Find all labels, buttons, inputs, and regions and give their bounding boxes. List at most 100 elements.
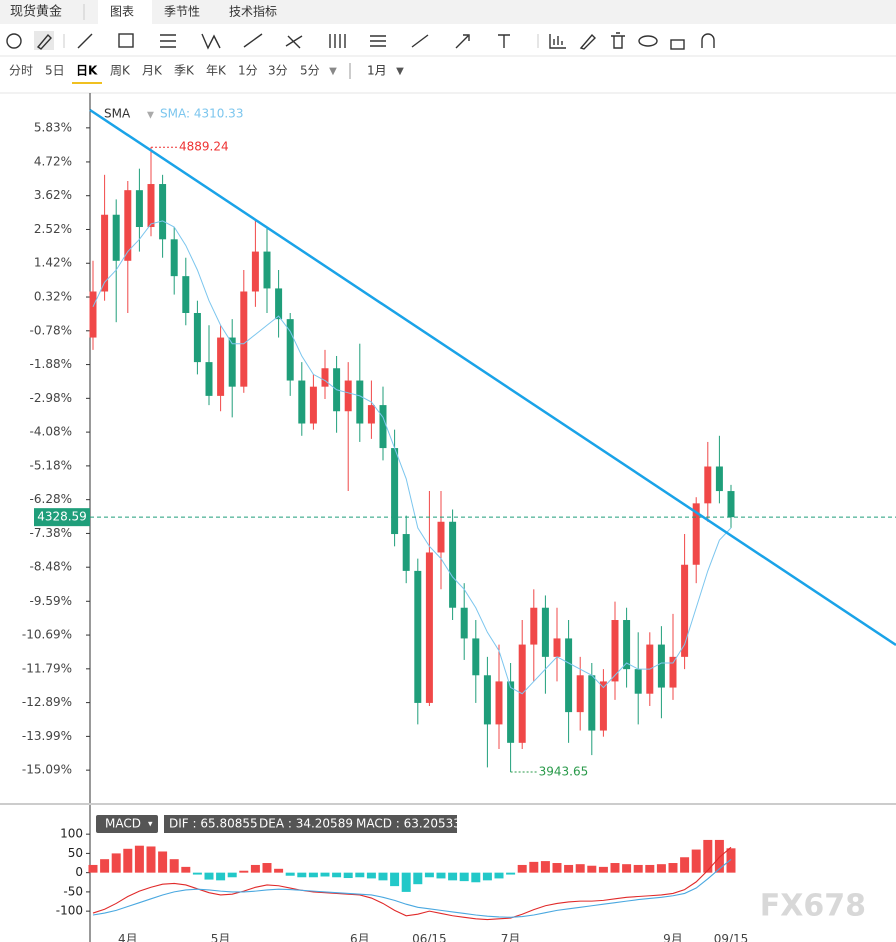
macd-tick-label: -50	[63, 884, 83, 898]
candle-body	[205, 362, 213, 396]
macd-bar	[622, 864, 632, 873]
macd-bar	[482, 872, 492, 881]
tool-icon[interactable]	[160, 34, 176, 48]
candle-body	[286, 319, 294, 381]
tab[interactable]: 图表	[110, 5, 134, 19]
macd-bar	[564, 864, 574, 873]
macd-bar	[216, 872, 226, 881]
period[interactable]: 分时	[9, 64, 33, 78]
candle-body	[634, 669, 642, 694]
y-tick-label: 2.52%	[34, 222, 72, 236]
macd-bar	[297, 872, 307, 878]
period[interactable]: 5分	[300, 64, 320, 78]
tool-icon[interactable]	[701, 33, 715, 48]
dropdown-arrow[interactable]: ▼	[147, 111, 154, 121]
macd-bar	[552, 863, 562, 873]
dropdown-arrow[interactable]: ▼	[396, 66, 404, 77]
y-tick-label: -2.98%	[30, 391, 72, 405]
tool-icon[interactable]	[201, 33, 221, 50]
tool-icon[interactable]	[638, 35, 658, 47]
candle-body	[124, 190, 132, 261]
period[interactable]: 5日	[45, 64, 65, 78]
period[interactable]: 季K	[174, 64, 195, 78]
macd-bar	[204, 872, 214, 880]
last-price-label: 4328.59	[37, 510, 87, 524]
dif-line	[92, 846, 732, 921]
dea-label: DEA : 34.20589	[259, 817, 353, 831]
macd-tick-label: -100	[56, 904, 83, 918]
candle-body	[681, 564, 689, 657]
candle-body	[623, 620, 631, 670]
tool-icon[interactable]	[455, 34, 470, 49]
macd-bar	[645, 864, 655, 873]
candle-body	[309, 386, 317, 424]
period[interactable]: 年K	[206, 64, 227, 78]
tool-icon[interactable]	[329, 34, 346, 48]
candle-body	[112, 214, 120, 261]
candle-body	[275, 288, 283, 320]
macd-bar	[633, 864, 643, 873]
candle-body	[611, 620, 619, 682]
dropdown-arrow[interactable]: ▼	[329, 66, 337, 77]
candle-body	[170, 239, 178, 277]
tool-icon[interactable]	[611, 32, 625, 49]
tab[interactable]: 季节性	[164, 5, 200, 19]
tool-icon[interactable]	[579, 33, 596, 50]
app-title[interactable]: 现货黄金	[10, 4, 62, 20]
period[interactable]: 日K	[76, 64, 98, 78]
y-tick-label: -4.08%	[30, 425, 72, 439]
y-tick-label: -10.69%	[22, 628, 72, 642]
candle-body	[460, 607, 468, 639]
dif-label: DIF : 65.80855	[169, 817, 258, 831]
tool-icon[interactable]	[670, 39, 685, 50]
x-tick-label: 06/15	[412, 932, 447, 942]
macd-bar	[192, 872, 202, 875]
macd-tick-label: 100	[60, 827, 83, 841]
macd-bar	[726, 848, 736, 873]
y-tick-label: -0.78%	[30, 323, 72, 337]
candle-body	[553, 638, 561, 657]
tool-icon[interactable]	[498, 34, 510, 48]
period[interactable]: 3分	[268, 64, 288, 78]
macd-bar	[378, 872, 388, 881]
candle-body	[704, 466, 712, 504]
tool-icon[interactable]	[118, 33, 134, 48]
macd-bar	[308, 872, 318, 878]
macd-bar	[169, 859, 179, 873]
candle-body	[437, 521, 445, 553]
macd-bar	[123, 848, 133, 873]
y-tick-label: -12.89%	[22, 695, 72, 709]
tool-icon[interactable]	[36, 33, 52, 50]
candle-body	[692, 503, 700, 565]
tool-icon[interactable]	[549, 34, 566, 49]
period[interactable]: 1分	[238, 64, 258, 78]
macd-bar	[146, 846, 156, 873]
candle-body	[298, 380, 306, 424]
min-label: 3943.65	[539, 764, 589, 778]
period[interactable]: 周K	[110, 64, 131, 78]
candle-body	[240, 291, 248, 387]
macd-bar	[540, 861, 550, 873]
trend-line	[89, 108, 896, 647]
candle-body	[669, 656, 677, 688]
x-tick-label: 09/15	[714, 932, 749, 942]
tool-icon[interactable]	[6, 33, 22, 49]
macd-bar	[100, 859, 110, 873]
range[interactable]: 1月	[367, 64, 387, 78]
y-tick-label: -13.99%	[22, 729, 72, 743]
macd-bar	[506, 872, 516, 875]
tool-icon[interactable]	[411, 34, 429, 48]
macd-bar	[134, 845, 144, 873]
candle-body	[159, 184, 167, 240]
tool-icon[interactable]	[285, 35, 303, 49]
tool-icon[interactable]	[370, 35, 386, 47]
tool-icon[interactable]	[77, 33, 93, 49]
tab[interactable]: 技术指标	[229, 4, 277, 19]
macd-bar	[714, 839, 724, 873]
tool-icon[interactable]	[243, 33, 263, 48]
period[interactable]: 月K	[142, 64, 163, 78]
macd-bar	[401, 872, 411, 892]
macd-selector[interactable]	[96, 815, 158, 833]
candle-body	[321, 368, 329, 387]
